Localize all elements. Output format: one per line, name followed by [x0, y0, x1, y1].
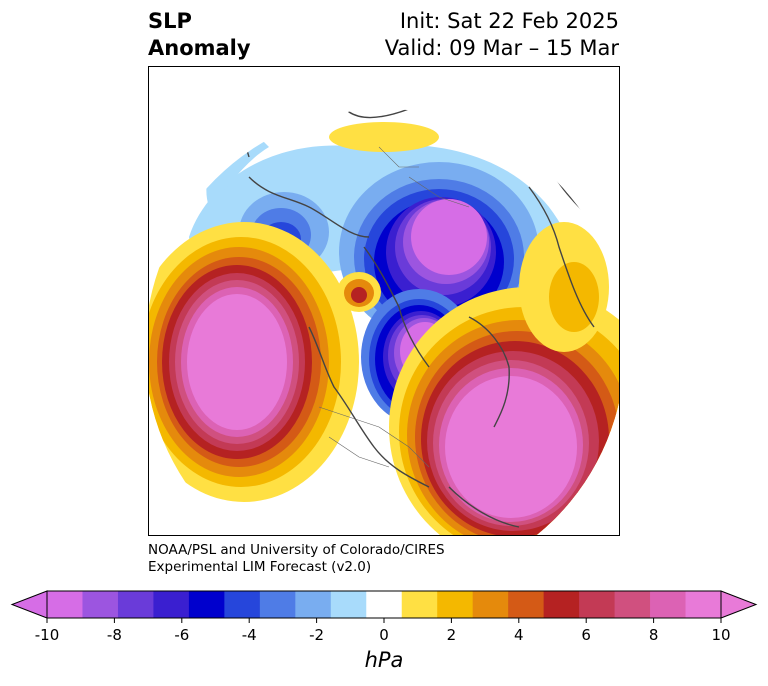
- colorbar-tick-label: 0: [379, 626, 389, 644]
- bering-high: [337, 272, 381, 312]
- credit-line-2: Experimental LIM Forecast (v2.0): [148, 559, 372, 575]
- title-variable: SLP: [148, 9, 192, 33]
- colorbar-tick-label: -2: [309, 626, 324, 644]
- pacific-high: [149, 222, 359, 502]
- colorbar-tick-label: -8: [107, 626, 122, 644]
- colorbar-swatch: [508, 591, 545, 618]
- colorbar-tick-label: -4: [242, 626, 257, 644]
- boundaries: [318, 146, 470, 468]
- colorbar-tick-label: 10: [711, 626, 730, 644]
- colorbar-tick-label: 2: [447, 626, 457, 644]
- colorbar-tick-label: 8: [649, 626, 659, 644]
- colorbar-swatch: [685, 591, 722, 618]
- forecast-dates: Init: Sat 22 Feb 2025 Valid: 09 Mar – 15…: [385, 8, 619, 62]
- colorbar: -10 -8 -6 -4 -2 0 2 4 6 8 10: [10, 590, 758, 644]
- colorbar-swatch: [366, 591, 403, 618]
- colorbar-tick-label: 4: [514, 626, 524, 644]
- colorbar-swatch: [153, 591, 190, 618]
- colorbar-extend-low: [10, 590, 48, 619]
- valid-range: Valid: 09 Mar – 15 Mar: [384, 36, 619, 60]
- colorbar-swatch: [579, 591, 616, 618]
- colorbar-swatch: [117, 591, 154, 618]
- colorbar-swatch: [650, 591, 687, 618]
- colorbar-swatch: [224, 591, 261, 618]
- colorbar-swatch: [543, 591, 580, 618]
- colorbar-swatch: [401, 591, 438, 618]
- colorbar-unit-label: hPa: [364, 648, 404, 672]
- map-title: SLP Anomaly: [148, 8, 251, 62]
- colorbar-swatch: [82, 591, 119, 618]
- europe-weak-high: [329, 122, 439, 152]
- colorbar-swatch: [437, 591, 474, 618]
- colorbar-swatch: [188, 591, 225, 618]
- colorbar-swatch: [295, 591, 332, 618]
- colorbar-swatch: [259, 591, 296, 618]
- colorbar-tick-label: -6: [174, 626, 189, 644]
- colorbar-tick-label: 6: [581, 626, 591, 644]
- colorbar-swatch: [47, 591, 83, 618]
- arabian-high: [519, 222, 609, 352]
- colorbar-extend-high: [720, 590, 758, 619]
- colorbar-swatch: [472, 591, 509, 618]
- polar-map: [148, 66, 620, 536]
- colorbar-swatch: [330, 591, 367, 618]
- title-quantity: Anomaly: [148, 36, 251, 60]
- anomaly-field: [149, 109, 619, 535]
- credit-line-1: NOAA/PSL and University of Colorado/CIRE…: [148, 542, 445, 558]
- init-date: Init: Sat 22 Feb 2025: [399, 9, 619, 33]
- credit-text: NOAA/PSL and University of Colorado/CIRE…: [148, 542, 445, 576]
- colorbar-tick-label: -10: [35, 626, 60, 644]
- colorbar-swatch: [614, 591, 651, 618]
